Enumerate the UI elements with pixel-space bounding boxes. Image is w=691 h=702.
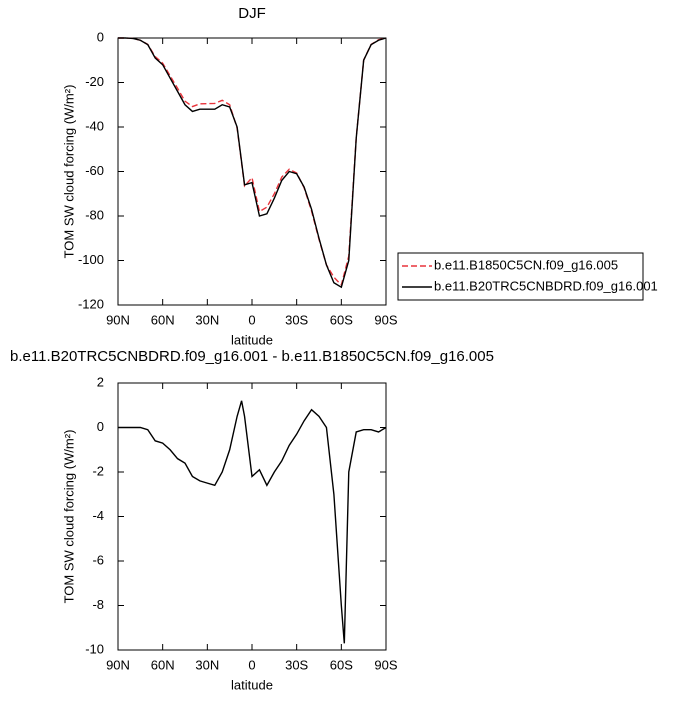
- y-tick-label: -6: [92, 552, 104, 567]
- y-tick-label: -4: [92, 508, 104, 523]
- y-tick-label: 0: [97, 419, 104, 434]
- chart-title: DJF: [238, 5, 266, 22]
- y-tick-label: -2: [92, 463, 104, 478]
- x-axis-label: latitude: [231, 332, 273, 347]
- y-tick-label: -10: [85, 641, 104, 656]
- x-tick-label: 60N: [151, 312, 175, 327]
- legend-box: [397, 252, 644, 301]
- x-tick-label: 90N: [106, 657, 130, 672]
- y-tick-label: -120: [78, 296, 104, 311]
- y-tick-label: -100: [78, 252, 104, 267]
- y-tick-label: -80: [85, 207, 104, 222]
- x-tick-label: 90N: [106, 312, 130, 327]
- y-tick-label: -60: [85, 163, 104, 178]
- x-tick-label: 30S: [285, 657, 308, 672]
- x-tick-label: 0: [248, 657, 255, 672]
- x-tick-label: 30N: [195, 657, 219, 672]
- series-line: [118, 37, 387, 287]
- x-axis-label: latitude: [231, 677, 273, 692]
- y-axis-label: TOM SW cloud forcing (W/m²): [61, 430, 76, 604]
- x-tick-label: 0: [248, 312, 255, 327]
- x-tick-label: 30N: [195, 312, 219, 327]
- y-tick-label: -40: [85, 118, 104, 133]
- y-tick-label: 2: [97, 374, 104, 389]
- x-tick-label: 90S: [374, 312, 397, 327]
- chart-title: b.e11.B20TRC5CNBDRD.f09_g16.001 - b.e11.…: [10, 348, 494, 365]
- x-tick-label: 60S: [330, 312, 353, 327]
- legend-label: b.e11.B1850C5CN.f09_g16.005: [434, 257, 618, 272]
- y-axis-label: TOM SW cloud forcing (W/m²): [61, 85, 76, 259]
- y-tick-label: -20: [85, 74, 104, 89]
- x-tick-label: 60N: [151, 657, 175, 672]
- y-tick-label: -8: [92, 597, 104, 612]
- x-tick-label: 60S: [330, 657, 353, 672]
- legend-label: b.e11.B20TRC5CNBDRD.f09_g16.001: [434, 278, 658, 293]
- series-line: [118, 37, 387, 289]
- x-tick-label: 30S: [285, 312, 308, 327]
- x-tick-label: 90S: [374, 657, 397, 672]
- y-tick-label: 0: [97, 29, 104, 44]
- series-line: [118, 400, 387, 644]
